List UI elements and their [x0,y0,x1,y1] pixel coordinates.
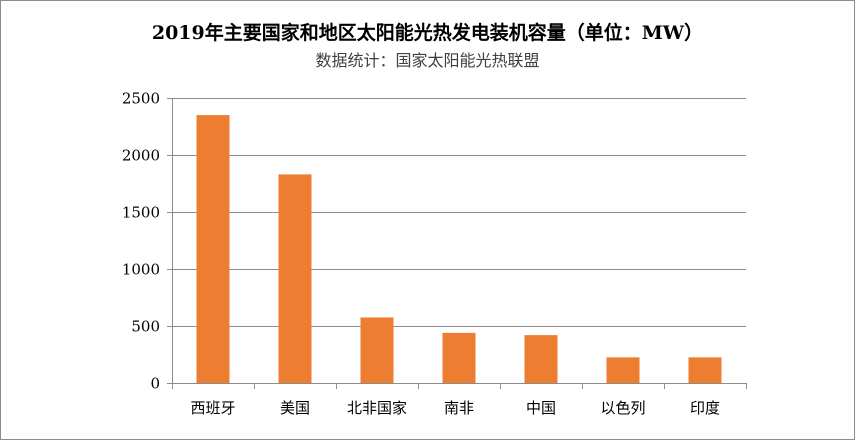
category-label: 西班牙 [190,399,235,417]
bar-6 [688,357,722,383]
y-tick-label: 0 [150,375,160,393]
category-label: 印度 [690,399,720,417]
y-tick-label: 500 [131,318,160,336]
x-axis [172,98,747,389]
category-label: 中国 [526,399,556,417]
bars [196,115,722,383]
bar-4 [524,335,558,383]
bar-3 [442,332,476,383]
y-tick-label: 2500 [122,90,160,108]
y-tick-label: 1500 [122,204,160,222]
bar-5 [606,357,640,383]
y-tick-label: 1000 [122,261,160,279]
chart-subtitle: 数据统计：国家太阳能光热联盟 [315,51,540,70]
y-axis-ticks: 0 500 1000 1500 2000 2500 [122,90,160,393]
x-axis-labels: 西班牙 美国 北非国家 南非 中国 以色列 印度 [190,399,720,417]
category-label: 北非国家 [347,399,407,417]
bar-0 [196,115,230,383]
y-tick-label: 2000 [122,147,160,165]
category-label: 南非 [444,399,474,417]
chart-title: 2019年主要国家和地区太阳能光热发电装机容量（单位：MW） [151,22,704,44]
category-label: 美国 [280,399,310,417]
bar-2 [360,317,394,383]
bar-1 [278,174,312,383]
category-label: 以色列 [600,399,645,417]
